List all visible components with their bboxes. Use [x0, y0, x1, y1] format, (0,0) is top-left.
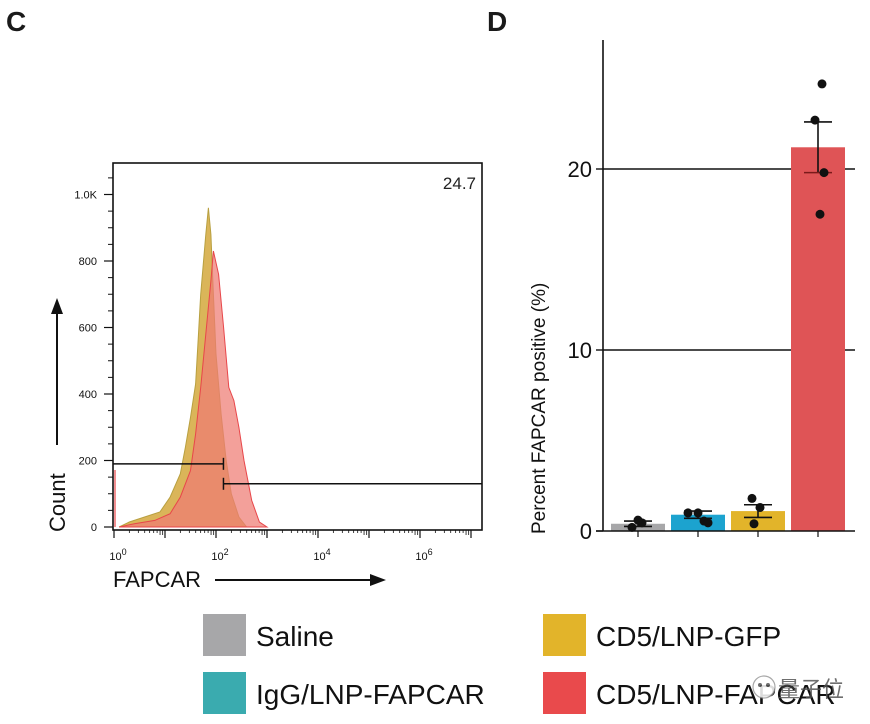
data-point-igg-lnp-fapcar	[683, 508, 693, 518]
bar-y-tick-label: 20	[568, 157, 592, 182]
histogram-x-tick-label: 104	[313, 547, 330, 563]
histogram-x-tick-label: 106	[415, 547, 432, 563]
histogram-x-tick-label: 100	[109, 547, 126, 563]
histogram-frame	[112, 162, 483, 531]
data-point-cd5-lnp-gfp	[755, 502, 765, 512]
legend-item-igg-lnp-fapcar: IgG/LNP-FAPCAR	[203, 672, 485, 714]
watermark: 量子位	[752, 675, 844, 703]
legend-item-cd5-lnp-gfp: CD5/LNP-GFP	[543, 614, 781, 656]
count-axis-title-group: Count	[45, 298, 70, 532]
watermark-logo-eye-icon	[758, 683, 762, 687]
watermark-logo-eye-icon	[766, 683, 770, 687]
data-point-cd5-lnp-fapcar	[815, 209, 825, 219]
data-point-saline	[627, 522, 637, 532]
data-point-cd5-lnp-fapcar	[817, 79, 827, 89]
data-point-igg-lnp-fapcar	[693, 508, 703, 518]
histogram-x-ticks: 100 102 104 106	[109, 530, 472, 563]
legend-label-igg-lnp-fapcar: IgG/LNP-FAPCAR	[256, 679, 485, 710]
watermark-text: 量子位	[778, 678, 844, 703]
data-point-igg-lnp-fapcar	[703, 518, 713, 528]
bar-chart-panel: 0 10 20 Percent FAPCAR positive (%)	[529, 40, 855, 544]
legend-swatch-cd5-lnp-fapcar	[543, 672, 586, 714]
data-point-cd5-lnp-gfp	[749, 519, 759, 529]
legend-item-saline: Saline	[203, 614, 334, 656]
panel-label-c: C	[6, 6, 26, 37]
histogram-gate	[113, 457, 482, 490]
histogram-y-tick-label: 1.0K	[74, 190, 97, 202]
bar-y-tick-label: 0	[580, 519, 592, 544]
histogram-y-tick-label: 400	[79, 389, 97, 401]
bar-y-axis-title: Percent FAPCAR positive (%)	[529, 283, 550, 534]
histogram-x-tick-label: 102	[211, 547, 228, 563]
histogram-y-tick-label: 600	[79, 323, 97, 335]
bar-cd5-lnp-gfp	[731, 511, 785, 531]
histogram-series-group	[114, 207, 269, 528]
legend-label-cd5-lnp-gfp: CD5/LNP-GFP	[596, 621, 781, 652]
bar-y-tick-label: 10	[568, 338, 592, 363]
histogram-series-cd5-lnp-fapcar	[118, 250, 269, 528]
legend-swatch-igg-lnp-fapcar	[203, 672, 246, 714]
histogram-panel: 0 200 400 600 800 1.0K 100 102 104 106 24.7 Coun…	[45, 162, 483, 592]
histogram-y-tick-label: 0	[91, 522, 97, 534]
bar-y-ticks: 0 10 20	[568, 157, 603, 544]
fapcar-axis-title-group: FAPCAR	[113, 567, 386, 592]
legend-label-saline: Saline	[256, 621, 334, 652]
gate-percent-label: 24.7	[443, 174, 476, 193]
bar-chart-points	[627, 79, 829, 532]
watermark-logo-icon	[752, 675, 776, 699]
legend-item-cd5-lnp-fapcar: CD5/LNP-FAPCAR	[543, 672, 836, 714]
histogram-y-ticks: 0 200 400 600 800 1.0K	[74, 177, 113, 534]
bar-saline	[611, 523, 665, 531]
data-point-cd5-lnp-gfp	[747, 493, 757, 503]
histogram-y-tick-label: 200	[79, 456, 97, 468]
legend-swatch-saline	[203, 614, 246, 656]
bar-x-ticks	[637, 531, 819, 537]
fapcar-arrow-head-icon	[370, 574, 386, 586]
data-point-saline	[633, 515, 643, 525]
histogram-y-tick-label: 800	[79, 256, 97, 268]
legend-label-cd5-lnp-fapcar: CD5/LNP-FAPCAR	[596, 679, 836, 710]
bar-cd5-lnp-fapcar	[791, 147, 845, 531]
bar-chart-bars	[611, 147, 845, 531]
data-point-cd5-lnp-fapcar	[810, 115, 820, 125]
count-arrow-head-icon	[51, 298, 63, 314]
legend-swatch-cd5-lnp-gfp	[543, 614, 586, 656]
legend: Saline CD5/LNP-GFP IgG/LNP-FAPCAR CD5/LN…	[203, 614, 836, 714]
count-axis-title: Count	[45, 473, 70, 532]
data-point-cd5-lnp-fapcar	[819, 168, 829, 178]
panel-label-d: D	[487, 6, 507, 37]
fapcar-axis-title: FAPCAR	[113, 567, 201, 592]
